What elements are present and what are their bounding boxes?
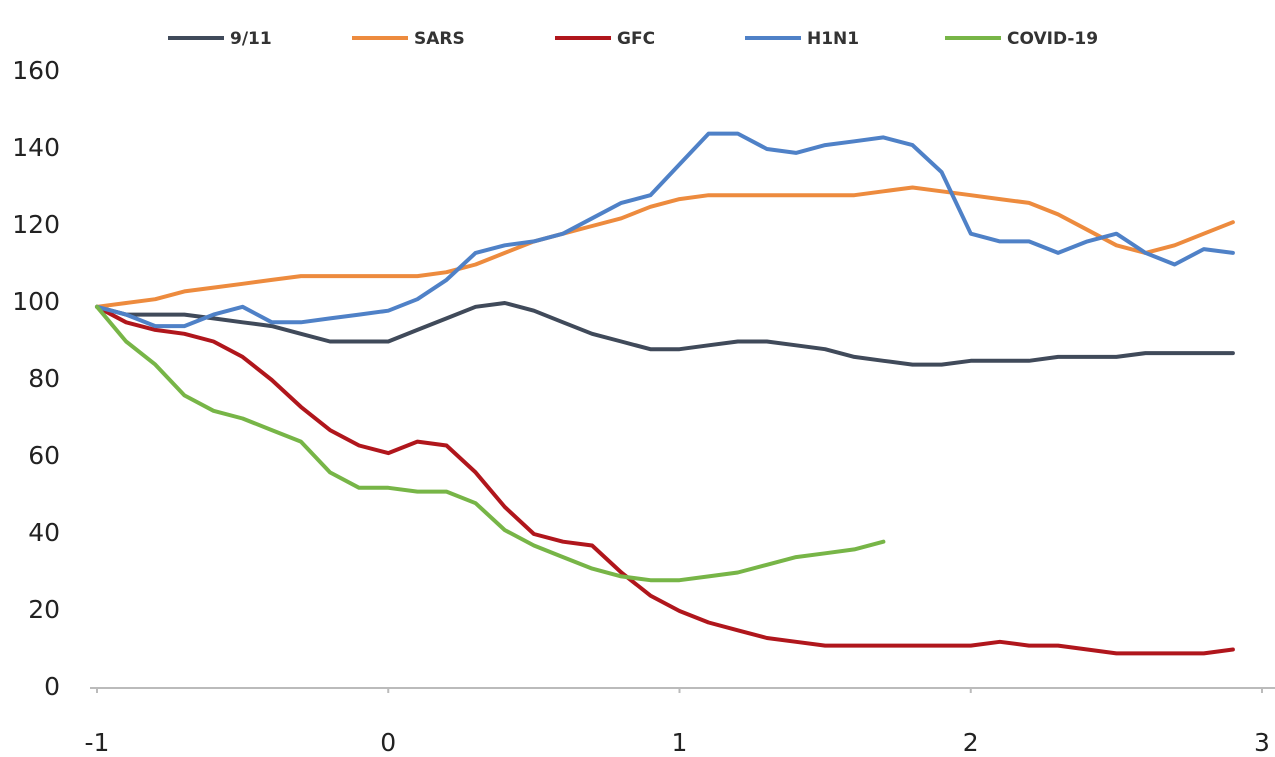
x-tick-label: 2 bbox=[963, 728, 979, 757]
legend-label: COVID-19 bbox=[1007, 29, 1098, 49]
y-tick-label: 140 bbox=[12, 133, 60, 162]
x-tick-label: -1 bbox=[85, 728, 110, 757]
series-line bbox=[95, 301, 1235, 367]
series-line bbox=[95, 304, 886, 583]
x-tick-label: 0 bbox=[380, 728, 396, 757]
y-tick-label: 60 bbox=[28, 441, 60, 470]
legend-label: 9/11 bbox=[230, 29, 272, 49]
legend-label: GFC bbox=[617, 29, 655, 49]
y-tick-label: 20 bbox=[28, 595, 60, 624]
x-tick-label: 1 bbox=[672, 728, 688, 757]
legend-label: H1N1 bbox=[807, 29, 859, 49]
x-tick-label: 3 bbox=[1254, 728, 1270, 757]
series-line bbox=[95, 185, 1235, 309]
y-tick-label: 40 bbox=[28, 518, 60, 547]
y-tick-label: 100 bbox=[12, 287, 60, 316]
y-tick-label: 120 bbox=[12, 210, 60, 239]
y-tick-label: 160 bbox=[12, 56, 60, 85]
y-tick-label: 0 bbox=[44, 672, 60, 701]
legend-label: SARS bbox=[414, 29, 465, 49]
series-line bbox=[95, 131, 1235, 329]
y-tick-label: 80 bbox=[28, 364, 60, 393]
series-line bbox=[95, 304, 1235, 656]
